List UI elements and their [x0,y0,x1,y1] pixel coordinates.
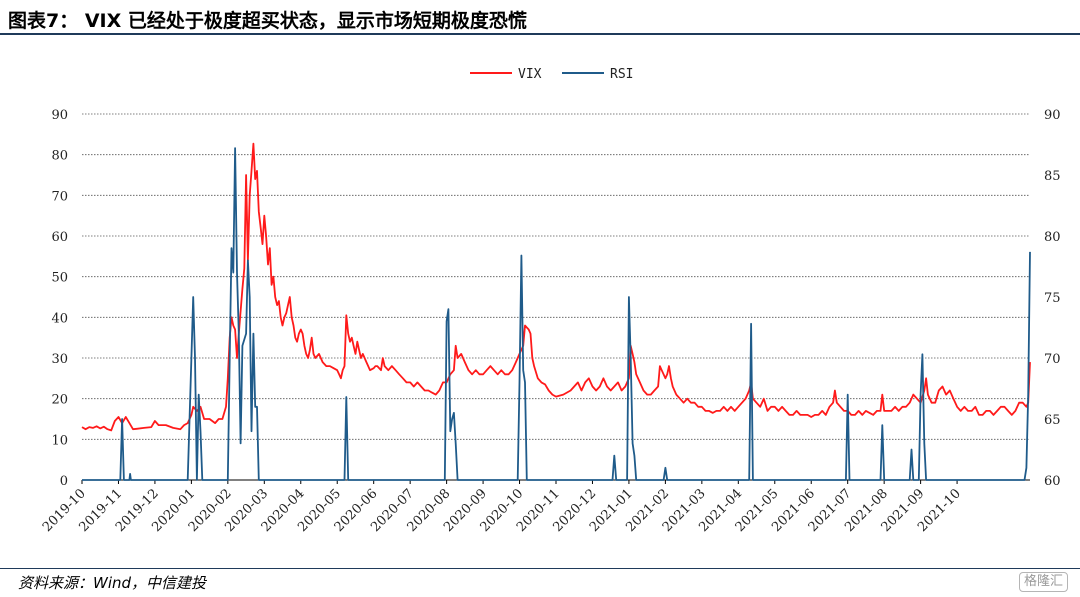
series-lines [81,142,1031,481]
y-right-tick-label: 90 [1044,108,1061,123]
y-left-tick-label: 60 [51,230,68,245]
legend-label-rsi: RSI [610,67,633,82]
y-right-tick-label: 60 [1044,474,1061,489]
series-line-vix [81,142,1031,432]
gridlines [82,113,1030,481]
y-left-tick-label: 90 [51,108,68,123]
y-left-tick-label: 0 [60,474,68,489]
y-right-tick-label: 85 [1044,169,1061,184]
footer-rule [0,568,1080,569]
title-rule [0,33,1080,35]
source-note: 资料来源：Wind，中信建投 [18,574,207,592]
chart: 0 10 20 30 40 50 60 70 80 90 60 65 70 75 80 85 90 2019-… [40,67,1061,535]
left-axis-ticks: 0 10 20 30 40 50 60 70 80 90 [51,108,68,489]
y-right-tick-label: 70 [1044,352,1061,367]
y-right-tick-label: 75 [1044,291,1061,306]
y-right-tick-label: 80 [1044,230,1061,245]
right-axis-ticks: 60 65 70 75 80 85 90 [1044,108,1061,489]
chart-title: 图表7： VIX 已经处于极度超买状态，显示市场短期极度恐慌 [8,10,527,32]
y-left-tick-label: 50 [51,271,68,286]
legend-label-vix: VIX [518,67,542,82]
y-left-tick-label: 20 [51,393,68,408]
y-left-tick-label: 80 [51,149,68,164]
y-left-tick-label: 10 [51,433,68,448]
series-line-rsi [82,147,1031,481]
y-left-tick-label: 70 [51,189,68,204]
y-right-tick-label: 65 [1044,413,1061,428]
legend: VIX RSI [470,67,633,82]
watermark: 格隆汇 [1018,572,1068,592]
x-axis-ticks: 2019-102019-112019-122020-012020-022020-… [40,480,964,535]
y-left-tick-label: 30 [51,352,68,367]
y-left-tick-label: 40 [51,311,68,326]
